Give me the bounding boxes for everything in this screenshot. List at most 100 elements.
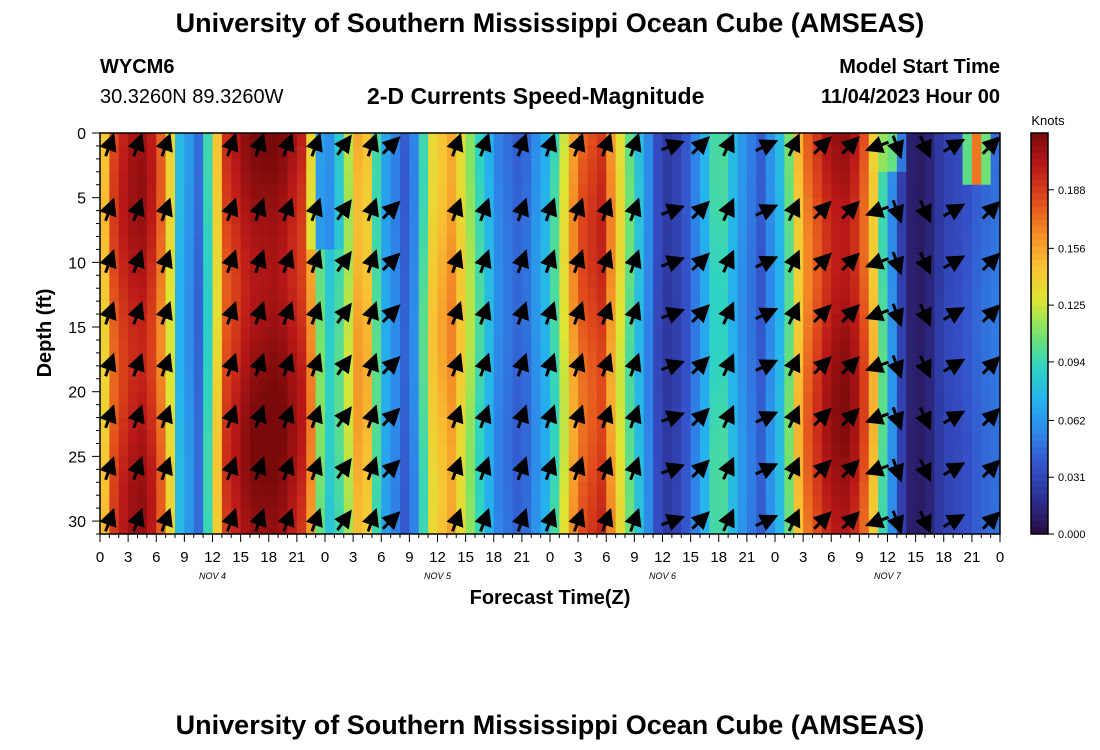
heat-cell	[718, 482, 729, 496]
heat-cell	[643, 404, 654, 419]
current-vector	[568, 300, 586, 325]
heat-cell	[681, 223, 692, 238]
heat-cell	[362, 288, 373, 302]
heat-cell	[184, 210, 195, 225]
x-tick-label: 21	[289, 549, 306, 566]
heat-cell	[559, 521, 570, 534]
heat-cell	[859, 158, 870, 173]
heat-cell	[850, 223, 860, 238]
heat-cell	[934, 482, 945, 496]
heat-cell	[671, 443, 682, 457]
colorbar-segment	[1031, 139, 1048, 147]
heat-cell	[737, 288, 748, 302]
heat-cell	[531, 521, 542, 534]
current-vector	[155, 507, 173, 532]
heat-cell	[896, 288, 907, 302]
heat-cell	[625, 443, 635, 457]
heat-cell	[971, 223, 982, 238]
heat-cell	[390, 482, 401, 496]
heat-cell	[100, 275, 110, 289]
heat-cell	[268, 404, 279, 419]
heat-cell	[343, 236, 354, 251]
heat-cell	[118, 521, 129, 534]
heat-cell	[775, 171, 785, 186]
heat-cell	[259, 223, 270, 238]
heat-cell	[428, 314, 439, 328]
heat-cell	[971, 482, 982, 496]
heat-cell	[671, 327, 682, 341]
heat-cell	[409, 314, 420, 328]
heat-cell	[100, 288, 110, 302]
heat-cell	[896, 171, 907, 186]
current-vector	[660, 462, 686, 480]
heat-cell	[503, 288, 514, 302]
heat-cell	[793, 145, 804, 160]
heat-cell	[521, 430, 532, 445]
heat-cell	[709, 430, 720, 445]
heat-cell	[850, 145, 860, 160]
heat-cell	[353, 184, 364, 199]
heat-cell	[737, 430, 748, 445]
x-tick-label: 18	[485, 549, 502, 566]
heat-cell	[775, 430, 785, 445]
heat-cell	[540, 443, 551, 457]
heat-cell	[765, 145, 776, 160]
heat-cell	[981, 482, 992, 496]
heat-cell	[953, 223, 964, 238]
heat-cell	[850, 495, 860, 509]
heat-cell	[925, 275, 935, 289]
heat-cell	[137, 236, 148, 251]
heat-cell	[934, 456, 945, 470]
heat-cell	[906, 404, 917, 419]
heat-cell	[831, 236, 842, 251]
heat-cell	[859, 365, 870, 380]
heat-cell	[268, 184, 279, 199]
heat-cell	[212, 327, 223, 341]
heat-cell	[709, 275, 720, 289]
heat-cell	[906, 158, 917, 173]
heat-cell	[671, 262, 682, 276]
heat-cell	[456, 145, 467, 160]
heat-cell	[765, 184, 776, 199]
heat-cell	[287, 430, 298, 445]
heat-cell	[128, 288, 139, 302]
heat-cell	[418, 391, 429, 406]
heat-cell	[700, 275, 710, 289]
heat-cell	[193, 404, 204, 419]
heat-cell	[896, 133, 907, 147]
heat-cell	[456, 391, 467, 406]
current-vector	[155, 197, 173, 222]
heat-cell	[446, 430, 457, 445]
heat-cell	[175, 404, 185, 419]
heat-cell	[259, 210, 270, 225]
heat-cell	[728, 443, 739, 457]
heat-cell	[559, 223, 570, 238]
heat-cell	[428, 133, 439, 147]
heat-cell	[671, 223, 682, 238]
heat-cell	[578, 391, 589, 406]
heat-cell	[418, 339, 429, 354]
heat-cell	[784, 378, 795, 393]
heat-cell	[418, 378, 429, 393]
current-vector	[127, 300, 145, 325]
heat-cell	[409, 352, 420, 367]
heat-cell	[362, 443, 373, 457]
heat-cell	[278, 223, 289, 238]
heat-cell	[400, 404, 410, 419]
heat-cell	[484, 391, 495, 406]
heat-cell	[981, 158, 992, 173]
heat-cell	[643, 391, 654, 406]
heat-cell	[878, 391, 889, 406]
current-vector	[981, 136, 1000, 156]
heat-cell	[568, 171, 579, 186]
heat-cell	[137, 171, 148, 186]
heat-cell	[812, 378, 823, 393]
current-vector	[942, 410, 966, 428]
heat-cell	[503, 339, 514, 354]
heat-cell	[409, 288, 420, 302]
heat-cell	[728, 145, 739, 160]
colorbar-segment	[1031, 480, 1048, 488]
heat-cell	[203, 223, 214, 238]
heat-cell	[709, 184, 720, 199]
heat-cell	[765, 262, 776, 276]
